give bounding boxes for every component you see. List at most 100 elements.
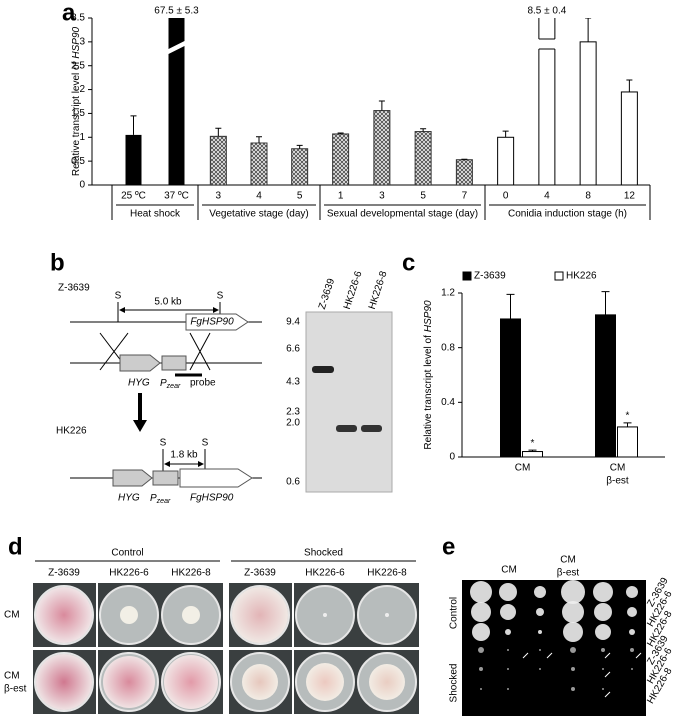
- legend-label: HK226: [566, 271, 597, 282]
- colony: [103, 656, 155, 708]
- colony-spot: [505, 629, 511, 635]
- colony-spot: [594, 603, 612, 621]
- lane-label: HK226-6: [342, 269, 365, 310]
- bar: [522, 451, 543, 458]
- colony-spot: [630, 648, 634, 652]
- colony-spot: [631, 668, 633, 670]
- colony: [242, 664, 278, 700]
- gene-arrow: [179, 468, 253, 488]
- promoter-sub: zear: [156, 498, 171, 505]
- colony-spot: [626, 586, 638, 598]
- x-tick-label: 0: [503, 191, 509, 202]
- bar: [414, 131, 432, 185]
- colony-spot: [601, 648, 605, 652]
- promoter-box: [161, 355, 187, 371]
- pointer-arrow: [604, 691, 611, 698]
- x-tick-label: 37 ºC: [164, 191, 189, 202]
- size-marker: 6.6: [286, 344, 300, 355]
- pointer-arrow: [522, 652, 529, 659]
- colony-spot: [478, 647, 484, 653]
- bar: [125, 134, 142, 185]
- size-marker: 2.3: [286, 407, 300, 418]
- colony-spot: [629, 629, 635, 635]
- colony-spot: [602, 668, 604, 670]
- colony-spot: [571, 687, 575, 691]
- construct-diagram: Z-3639 S S 5.0 kb FgHSP90 HYG Pzear prob…: [56, 283, 262, 505]
- bar: [332, 133, 350, 185]
- significance-mark: *: [626, 410, 630, 421]
- panel-letter: e: [442, 533, 455, 560]
- colony: [306, 663, 344, 701]
- x-tick-label: CM: [515, 463, 531, 474]
- x-tick-label: 5: [297, 191, 303, 202]
- colony-spot: [602, 688, 604, 690]
- x-tick-label: 25 ºC: [121, 191, 146, 202]
- colony: [164, 655, 218, 709]
- distance-label: 1.8 kb: [170, 450, 198, 461]
- y-axis-label-gene: HSP90: [71, 26, 82, 58]
- panel-letter: c: [402, 249, 415, 276]
- pointer-arrow: [604, 652, 611, 659]
- axis-break-edge: [538, 38, 555, 50]
- size-marker: 9.4: [286, 317, 300, 328]
- legend-swatch: [462, 271, 472, 281]
- promoter-label: Pzear: [150, 493, 171, 505]
- bar: [579, 41, 597, 185]
- gene-arrow: [185, 313, 249, 331]
- site-label: S: [202, 438, 209, 449]
- media-label: CM: [560, 555, 576, 566]
- bar: [538, 18, 556, 185]
- crossover: [189, 332, 211, 371]
- bar: [497, 136, 515, 185]
- marker-label: HYG: [118, 493, 140, 504]
- error-bar: [601, 291, 610, 315]
- group-label: Heat shock: [130, 209, 181, 220]
- band: [312, 366, 334, 373]
- lane-label: HK226-8: [367, 269, 390, 310]
- colony: [36, 587, 92, 643]
- band: [361, 425, 382, 432]
- colony-spot: [593, 582, 613, 602]
- colony-spot: [627, 607, 637, 617]
- strain-label: HK226-8: [171, 568, 211, 579]
- significance-mark: *: [531, 438, 535, 449]
- marker-label: HYG: [128, 378, 150, 389]
- promoter-sub: zear: [166, 383, 181, 390]
- colony-spot: [561, 580, 585, 604]
- y-axis-label: Relative transcript level of HSP90: [71, 26, 82, 176]
- promoter-box: [152, 470, 179, 486]
- axis-break: [537, 39, 556, 49]
- y-tick-label: 0.5: [71, 156, 85, 167]
- colony-spot: [499, 583, 517, 601]
- colony-spot: [538, 630, 542, 634]
- marker-arrow: [119, 354, 161, 372]
- strain-label: Z-3639: [48, 568, 80, 579]
- strain-label: HK226-8: [367, 568, 407, 579]
- error-bar: [296, 144, 303, 149]
- colony-spot: [472, 623, 490, 641]
- bar: [500, 318, 521, 458]
- colony-spot: [480, 688, 482, 690]
- strain-label: HK226-6: [109, 568, 149, 579]
- x-tick-label: 4: [544, 191, 550, 202]
- x-tick-label: 12: [624, 191, 636, 202]
- bar: [455, 159, 473, 185]
- colony-spot: [570, 647, 576, 653]
- y-tick-label: 2.5: [71, 60, 85, 71]
- size-marker: 2.0: [286, 418, 300, 429]
- error-bar: [502, 130, 509, 138]
- band: [336, 425, 357, 432]
- pointer-arrow: [604, 671, 611, 678]
- colony-spot: [562, 601, 584, 623]
- y-tick-label: 1: [79, 132, 85, 143]
- gene-label: FgHSP90: [190, 493, 234, 504]
- pointer-arrow: [635, 652, 642, 659]
- y-axis-label-text: Relative transcript level of: [423, 335, 434, 450]
- value-label: 67.5 ± 5.3: [154, 6, 199, 17]
- error-bar: [378, 100, 385, 111]
- error-bar: [585, 18, 592, 42]
- colony-spot: [507, 688, 509, 690]
- media-label: β-est: [4, 684, 27, 695]
